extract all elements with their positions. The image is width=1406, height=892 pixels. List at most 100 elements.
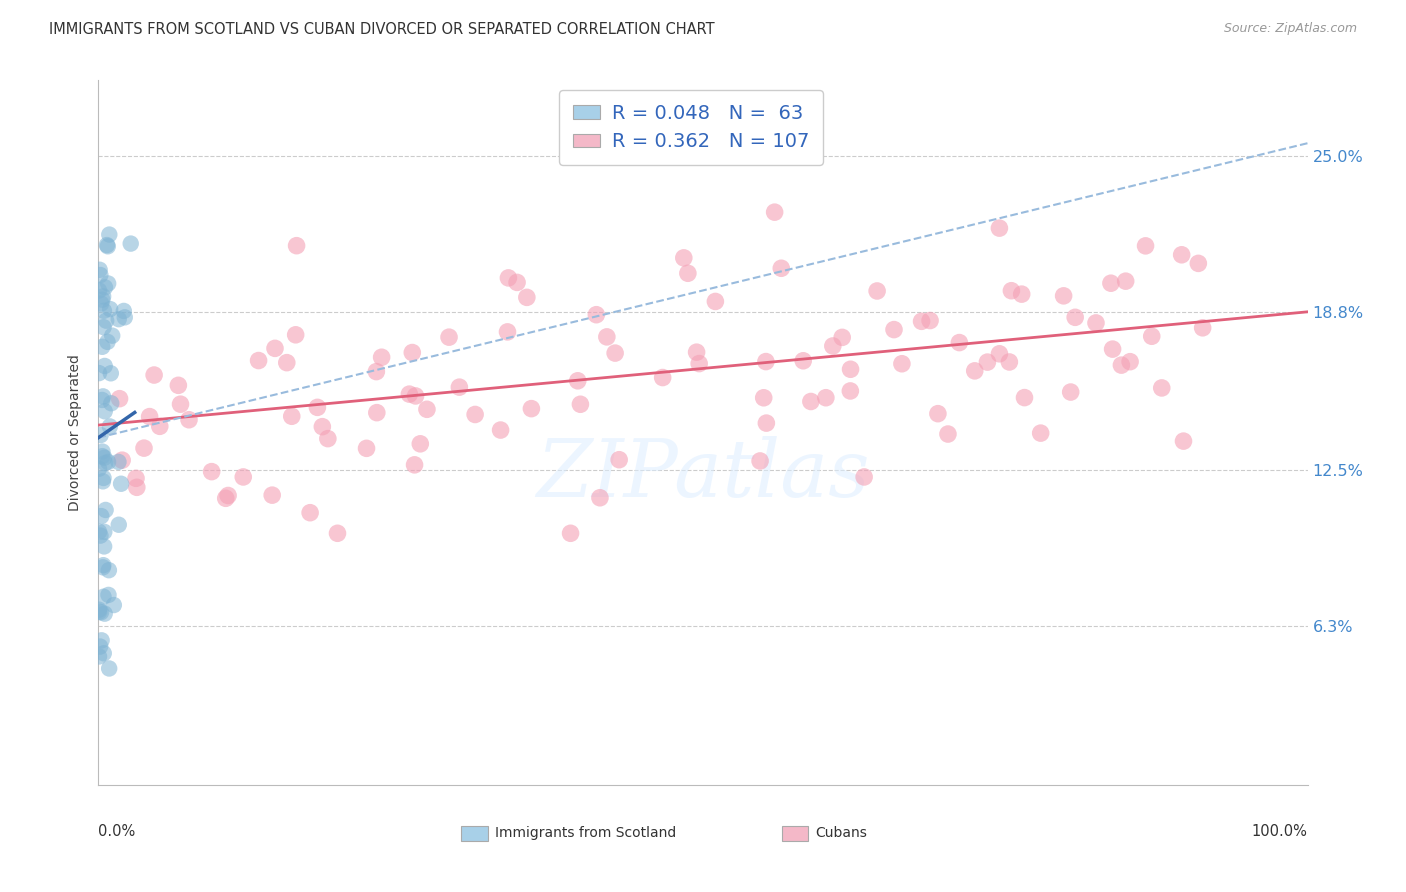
Point xyxy=(520,401,543,416)
Point xyxy=(976,355,998,369)
Point xyxy=(87,603,110,617)
Point xyxy=(1187,256,1209,270)
Point xyxy=(125,471,148,485)
Point xyxy=(1099,277,1122,291)
Point xyxy=(936,427,959,442)
Point xyxy=(114,310,136,325)
Point xyxy=(89,262,111,277)
Text: Cubans: Cubans xyxy=(815,826,868,840)
Point xyxy=(1011,287,1033,301)
Point xyxy=(91,293,114,307)
Point xyxy=(93,359,115,373)
Point xyxy=(1140,329,1163,343)
Point xyxy=(496,325,519,339)
FancyBboxPatch shape xyxy=(782,826,808,841)
Point xyxy=(567,374,589,388)
Point xyxy=(398,387,420,401)
Point xyxy=(755,416,778,430)
Point xyxy=(89,640,111,654)
Point xyxy=(449,380,471,394)
Point xyxy=(94,503,117,517)
Point xyxy=(201,465,224,479)
Point xyxy=(112,304,135,318)
Point xyxy=(285,238,308,252)
Point xyxy=(792,353,814,368)
Point xyxy=(93,471,115,485)
Point xyxy=(87,461,110,475)
Point xyxy=(247,353,270,368)
Point xyxy=(749,454,772,468)
Point xyxy=(1000,284,1022,298)
Point xyxy=(232,470,254,484)
Point xyxy=(87,524,110,539)
Point xyxy=(96,313,118,327)
Point xyxy=(585,308,607,322)
Point xyxy=(963,364,986,378)
Point xyxy=(89,605,111,619)
Point xyxy=(91,558,114,573)
Point xyxy=(307,401,329,415)
Point xyxy=(763,205,786,219)
Point xyxy=(87,284,110,298)
Point xyxy=(685,345,707,359)
Point xyxy=(87,649,110,664)
Point xyxy=(90,509,112,524)
Point xyxy=(831,330,853,344)
Point xyxy=(264,342,287,356)
Point xyxy=(96,238,118,252)
Point xyxy=(366,406,388,420)
Point xyxy=(506,276,529,290)
Point xyxy=(651,370,673,384)
Point xyxy=(1170,248,1192,262)
Point xyxy=(167,378,190,392)
Point xyxy=(149,419,172,434)
Point xyxy=(821,339,844,353)
Point xyxy=(770,261,793,276)
Point xyxy=(91,392,114,407)
Point xyxy=(93,450,115,465)
Text: 0.0%: 0.0% xyxy=(98,823,135,838)
Point xyxy=(299,506,322,520)
Point xyxy=(217,488,239,502)
Point xyxy=(97,563,120,577)
Point xyxy=(284,327,307,342)
Point xyxy=(100,396,122,410)
Point xyxy=(97,239,120,253)
Point xyxy=(498,271,520,285)
Y-axis label: Divorced or Separated: Divorced or Separated xyxy=(69,354,83,511)
Point xyxy=(1111,358,1133,372)
Point xyxy=(560,526,582,541)
Point xyxy=(401,345,423,359)
Point xyxy=(516,290,538,304)
Point xyxy=(883,322,905,336)
Point xyxy=(97,588,120,602)
Point xyxy=(103,598,125,612)
Point xyxy=(91,389,114,403)
Point xyxy=(405,389,427,403)
Point xyxy=(98,227,121,242)
Point xyxy=(409,437,432,451)
Point xyxy=(1173,434,1195,449)
Point xyxy=(107,517,129,532)
Point xyxy=(311,419,333,434)
Point xyxy=(276,356,298,370)
Point xyxy=(169,397,191,411)
Point xyxy=(988,347,1011,361)
Point xyxy=(90,605,112,619)
Point xyxy=(97,455,120,469)
Point xyxy=(89,268,111,282)
Point xyxy=(839,384,862,398)
Point xyxy=(998,355,1021,369)
Point xyxy=(96,334,118,349)
Point xyxy=(100,366,122,380)
Point xyxy=(93,320,115,334)
Legend: R = 0.048   N =  63, R = 0.362   N = 107: R = 0.048 N = 63, R = 0.362 N = 107 xyxy=(560,90,823,165)
Point xyxy=(93,646,115,660)
Point xyxy=(948,335,970,350)
Point xyxy=(890,357,912,371)
Point xyxy=(108,392,131,406)
Text: IMMIGRANTS FROM SCOTLAND VS CUBAN DIVORCED OR SEPARATED CORRELATION CHART: IMMIGRANTS FROM SCOTLAND VS CUBAN DIVORC… xyxy=(49,22,714,37)
Point xyxy=(177,413,200,427)
Point xyxy=(215,491,238,506)
Point xyxy=(1119,354,1142,368)
